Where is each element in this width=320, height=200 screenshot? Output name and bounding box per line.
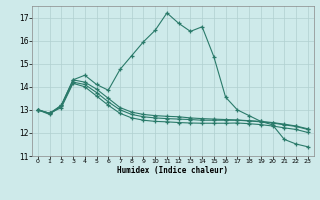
X-axis label: Humidex (Indice chaleur): Humidex (Indice chaleur) xyxy=(117,166,228,175)
